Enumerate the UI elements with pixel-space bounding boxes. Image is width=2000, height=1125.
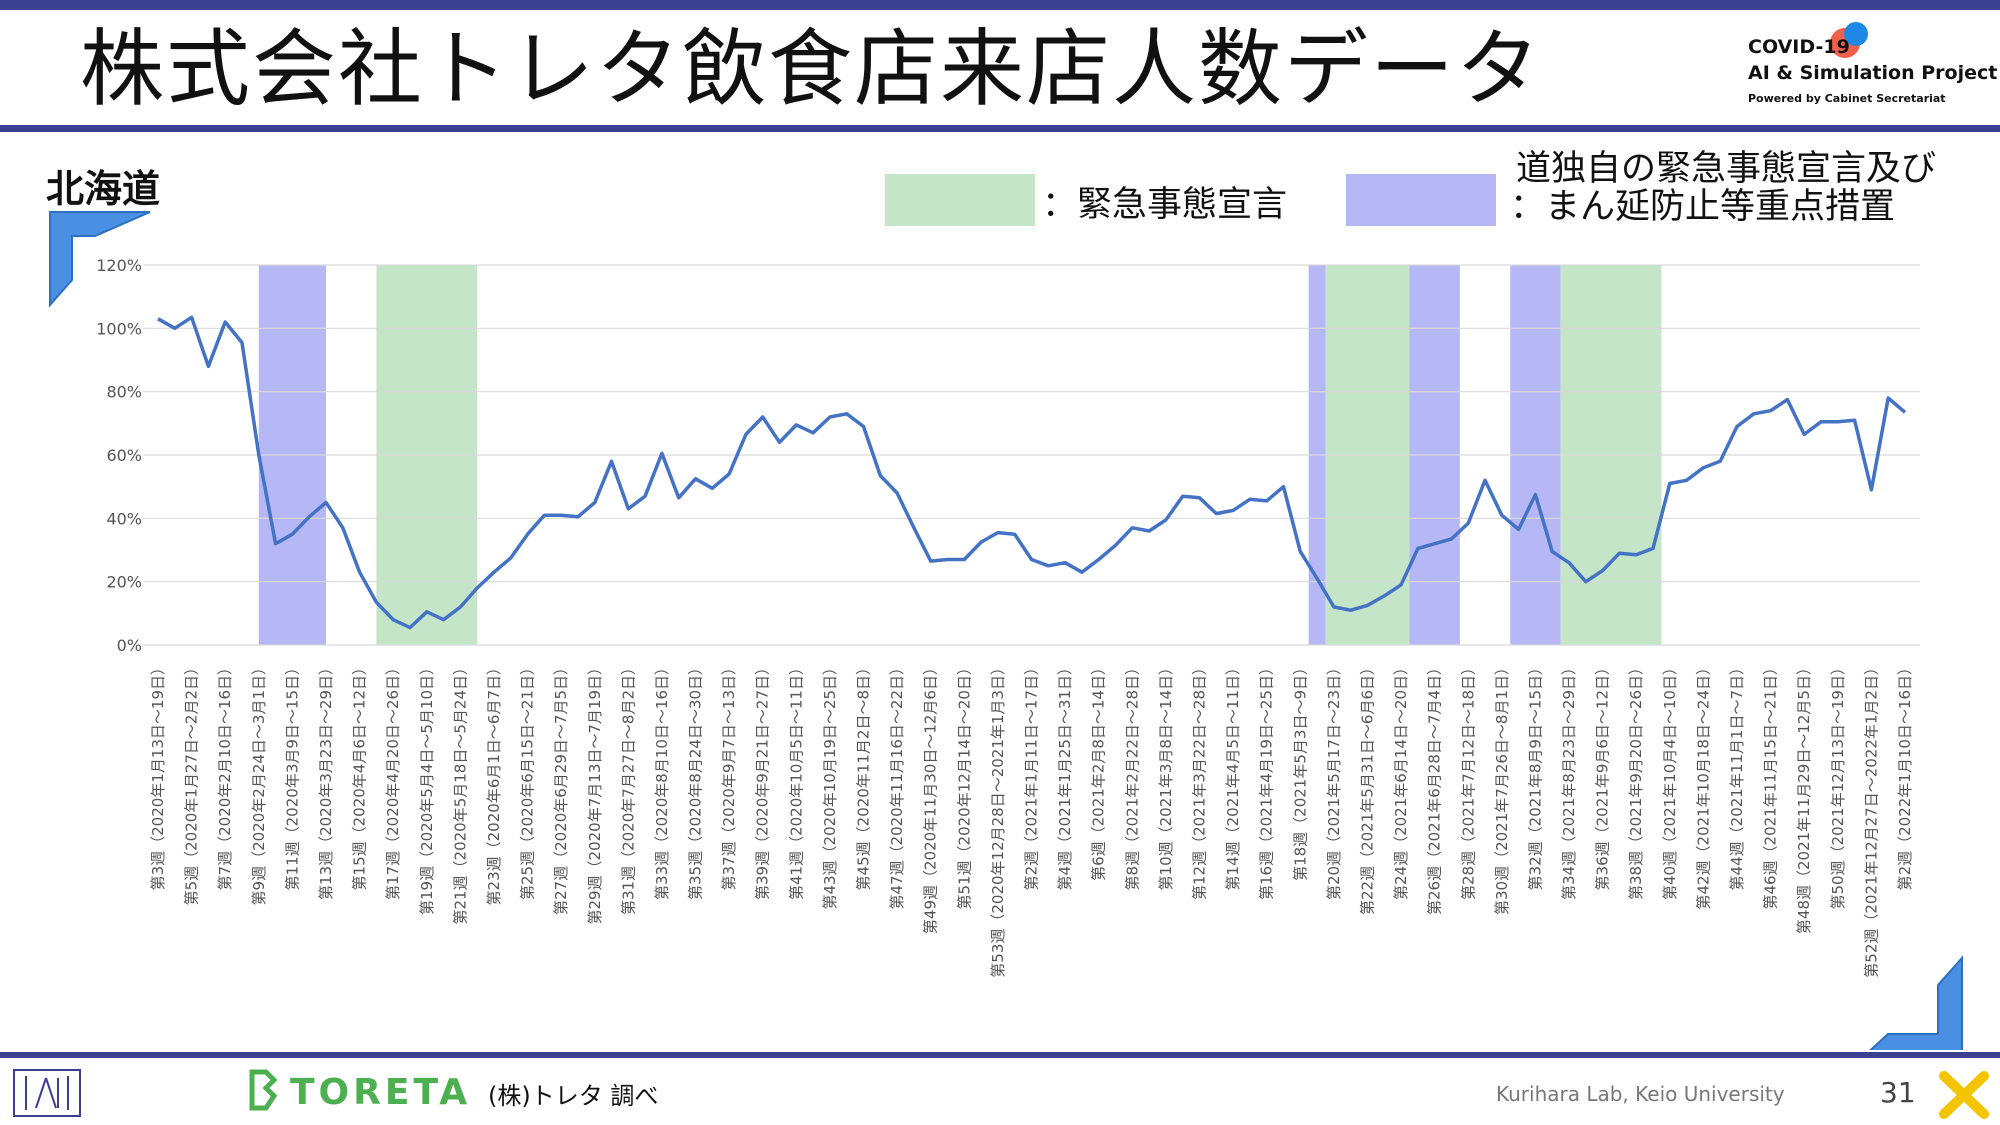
x-tick-label: 第34週（2021年8月23日～29日）	[1560, 660, 1578, 900]
x-tick-label: 第20週（2021年5月17日～23日）	[1325, 660, 1343, 900]
x-tick-label: 第10週（2021年3月8日～14日）	[1157, 660, 1175, 890]
x-tick-label: 第50週（2021年12月13日～19日）	[1829, 660, 1847, 910]
x-tick-label: 第19週（2020年5月4日～5月10日）	[418, 660, 436, 915]
x-tick-label: 第15週（2020年4月6日～12日）	[351, 660, 369, 890]
x-tick-label: 第40週（2021年10月4日～10日）	[1661, 660, 1679, 900]
logo-blue-dot	[1844, 22, 1868, 46]
x-tick-label: 第51週（2020年12月14日～20日）	[955, 660, 973, 910]
x-tick-label: 第21週（2020年5月18日～5月24日）	[451, 660, 469, 925]
footer-divider	[0, 1052, 2000, 1058]
legend-green-swatch	[885, 174, 1035, 226]
y-tick-label: 40%	[106, 509, 142, 528]
x-tick-label: 第16週（2021年4月19日～25日）	[1258, 660, 1276, 900]
x-tick-label: 第17週（2020年4月20日～26日）	[384, 660, 402, 900]
toreta-logo-icon	[249, 1069, 278, 1111]
series-line	[157, 315, 1907, 630]
x-tick-label: 第8週（2021年2月22日～28日）	[1123, 660, 1141, 890]
logo-line-1: COVID-19	[1748, 36, 1850, 58]
x-tick-label: 第4週（2021年1月25日～31日）	[1056, 660, 1074, 890]
y-tick-label: 80%	[106, 383, 142, 402]
x-tick-label: 第46週（2021年11月15日～21日）	[1762, 660, 1780, 910]
footer-brand: TORETA	[290, 1072, 472, 1113]
cross-logo-icon	[1939, 1071, 1989, 1119]
x-tick-label: 第42週（2021年10月18日～24日）	[1694, 660, 1712, 910]
top-accent-bar	[0, 0, 2000, 10]
footer-source: (株)トレタ 調べ	[488, 1082, 659, 1110]
x-tick-label: 第22週（2021年5月31日～6月6日）	[1358, 660, 1376, 915]
x-tick-label: 第33週（2020年8月10日～16日）	[653, 660, 671, 900]
x-tick-label: 第37週（2020年9月7日～13日）	[720, 660, 738, 890]
y-tick-label: 0%	[117, 636, 142, 655]
x-tick-label: 第31週（2020年7月27日～8月2日）	[619, 660, 637, 915]
y-tick-label: 20%	[106, 573, 142, 592]
x-tick-label: 第27週（2020年6月29日～7月5日）	[552, 660, 570, 915]
x-tick-label: 第6週（2021年2月8日～14日）	[1090, 660, 1108, 881]
x-tick-label: 第13週（2020年3月23日～29日）	[317, 660, 335, 900]
x-tick-labels: 第3週（2020年1月13日～19日） 第5週（2020年1月27日～2月2日） 第…	[149, 660, 1914, 978]
x-tick-label: 第48週（2021年11月29日～12月5日）	[1795, 660, 1813, 934]
x-tick-label: 第25週（2020年6月15日～21日）	[519, 660, 537, 900]
lab-logo-icon	[13, 1069, 81, 1117]
x-tick-label: 第52週（2021年12月27日～2022年1月2日）	[1862, 660, 1880, 978]
legend-purple-label-line2: ：まん延防止等重点措置	[1510, 187, 1896, 227]
x-tick-label: 第3週（2020年1月13日～19日）	[149, 660, 167, 890]
x-tick-label: 第39週（2020年9月21日～27日）	[754, 660, 772, 900]
legend-green-label: ：緊急事態宣言	[1042, 185, 1288, 225]
y-tick-label: 100%	[96, 319, 142, 338]
x-tick-label: 第18週（2021年5月3日～9日）	[1291, 660, 1309, 881]
footer-lab: Kurihara Lab, Keio University	[1496, 1082, 1785, 1106]
x-tick-label: 第2週（2021年1月11日～17日）	[1023, 660, 1041, 890]
x-tick-label: 第35週（2020年8月24日～30日）	[687, 660, 705, 900]
x-tick-label: 第36週（2021年9月6日～12日）	[1594, 660, 1612, 890]
x-tick-label: 第24週（2021年6月14日～20日）	[1392, 660, 1410, 900]
x-tick-label: 第38週（2021年9月20日～26日）	[1627, 660, 1645, 900]
series-lines	[157, 315, 1907, 630]
x-tick-label: 第26週（2021年6月28日～7月4日）	[1426, 660, 1444, 915]
x-tick-label: 第49週（2020年11月30日～12月6日）	[922, 660, 940, 934]
logo-line-3: Powered by Cabinet Secretariat	[1748, 92, 1946, 105]
x-tick-label: 第45週（2020年11月2日～8日）	[855, 660, 873, 890]
x-tick-label: 第9週（2020年2月24日～3月1日）	[250, 660, 268, 905]
y-gridlines	[143, 264, 1920, 646]
x-tick-label: 第23週（2020年6月1日～6月7日）	[485, 660, 503, 905]
page-number: 31	[1880, 1076, 1916, 1109]
x-tick-label: 第29週（2020年7月13日～7月19日）	[586, 660, 604, 925]
y-tick-label: 60%	[106, 446, 142, 465]
x-tick-label: 第12週（2021年3月22日～28日）	[1190, 660, 1208, 900]
corner-arrow-icon-bottom-right	[1869, 955, 1963, 1050]
x-tick-label: 第44週（2021年11月1日～7日）	[1728, 660, 1746, 890]
x-tick-label: 第47週（2020年11月16日～22日）	[888, 660, 906, 910]
x-tick-label: 第28週（2021年7月12日～18日）	[1459, 660, 1477, 900]
x-tick-label: 第11週（2020年3月9日～15日）	[283, 660, 301, 890]
x-tick-label: 第14週（2021年4月5日～11日）	[1224, 660, 1242, 890]
page-title: 株式会社トレタ飲食店来店人数データ	[80, 20, 1543, 118]
legend-purple-swatch	[1346, 174, 1496, 226]
x-tick-label: 第43週（2020年10月19日～25日）	[821, 660, 839, 910]
covid-project-logo: COVID-19 AI & Simulation Project Powered…	[1740, 22, 1997, 112]
x-tick-label: 第2週（2022年1月10日～16日）	[1896, 660, 1914, 890]
x-tick-label: 第32週（2021年8月9日～15日）	[1526, 660, 1544, 890]
x-tick-label: 第7週（2020年2月10日～16日）	[216, 660, 234, 890]
logo-line-2: AI & Simulation Project	[1748, 62, 1998, 84]
line-chart: 0% 20% 40% 60% 80% 100% 120% 第3週（2020年1月13日～19…	[49, 211, 1963, 1050]
region-label: 北海道	[46, 167, 161, 211]
x-tick-label: 第30週（2021年7月26日～8月1日）	[1493, 660, 1511, 915]
corner-arrow-icon-top-left	[49, 211, 151, 308]
title-divider	[0, 125, 2000, 132]
x-tick-label: 第41週（2020年10月5日～11日）	[787, 660, 805, 900]
y-tick-labels: 0% 20% 40% 60% 80% 100% 120%	[96, 256, 142, 655]
y-tick-label: 120%	[96, 256, 142, 275]
x-tick-label: 第53週（2020年12月28日～2021年1月3日）	[989, 660, 1007, 978]
legend-purple-label-line1: 道独自の緊急事態宣言及び	[1516, 149, 1937, 189]
x-tick-label: 第5週（2020年1月27日～2月2日）	[183, 660, 201, 905]
